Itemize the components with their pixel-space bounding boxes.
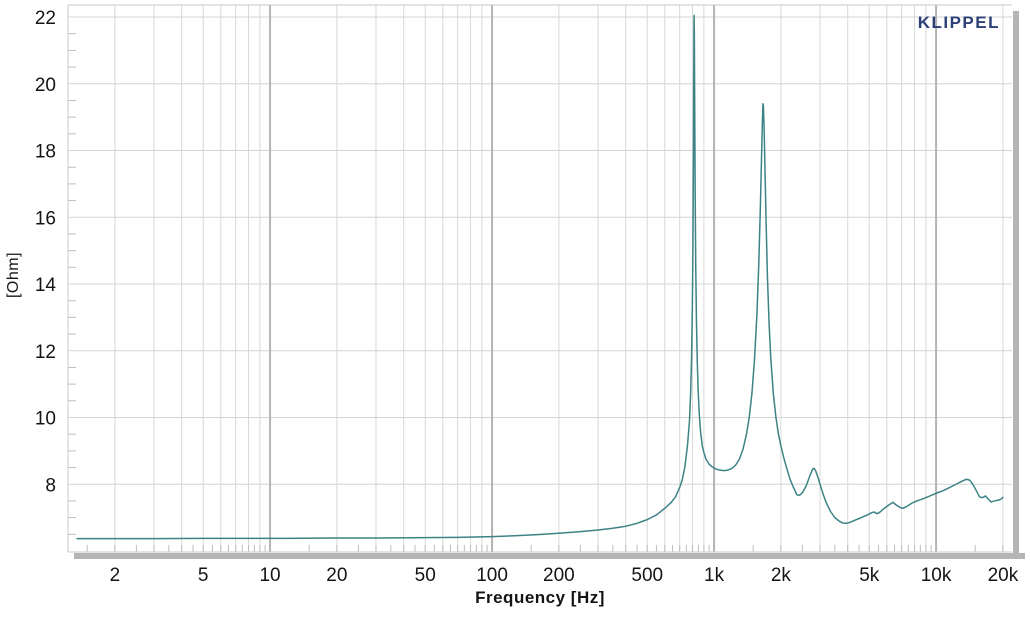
y-tick-label: 20 [35, 75, 56, 96]
x-gridlines-decade [269, 5, 938, 552]
plot-border [67, 4, 1012, 553]
x-tick-label: 200 [543, 565, 575, 586]
x-tick-labels: 2 5 10 20 50 100 200 500 1k 2k 5k 10k 20k [110, 565, 1019, 586]
y-tick-label: 18 [35, 142, 56, 163]
y-gridlines [68, 16, 1012, 485]
x-tick-label: 100 [476, 565, 508, 586]
x-tick-label: 500 [631, 565, 663, 586]
x-tick-label: 20 [326, 565, 347, 586]
x-tick-label: 5k [859, 565, 880, 586]
klippel-logo: KLIPPEL [917, 13, 1000, 32]
impedance-curve [76, 14, 1004, 540]
x-tick-label: 2k [771, 565, 792, 586]
y-tick-label: 14 [35, 275, 57, 296]
x-tick-label: 1k [704, 565, 725, 586]
y-tick-label: 22 [35, 8, 56, 29]
x-tick-label: 2 [110, 565, 121, 586]
x-tick-label: 10 [259, 565, 280, 586]
y-axis-title: [Ohm] [5, 251, 22, 299]
x-gridlines-minor [114, 5, 1004, 552]
axis-shadow [74, 11, 1025, 559]
y-tick-label: 8 [45, 475, 56, 496]
y-minor-ticks [68, 33, 76, 535]
x-tick-label: 5 [198, 565, 209, 586]
x-axis-title: Frequency [Hz] [475, 588, 605, 607]
x-minor-ticks [86, 545, 1004, 552]
x-tick-label: 10k [921, 565, 952, 586]
y-tick-label: 10 [35, 409, 56, 430]
y-tick-label: 16 [35, 208, 56, 229]
y-tick-labels: 8 10 12 14 16 18 20 22 [35, 8, 57, 496]
y-tick-label: 12 [35, 342, 56, 363]
x-tick-label: 20k [988, 565, 1019, 586]
x-tick-label: 50 [415, 565, 436, 586]
